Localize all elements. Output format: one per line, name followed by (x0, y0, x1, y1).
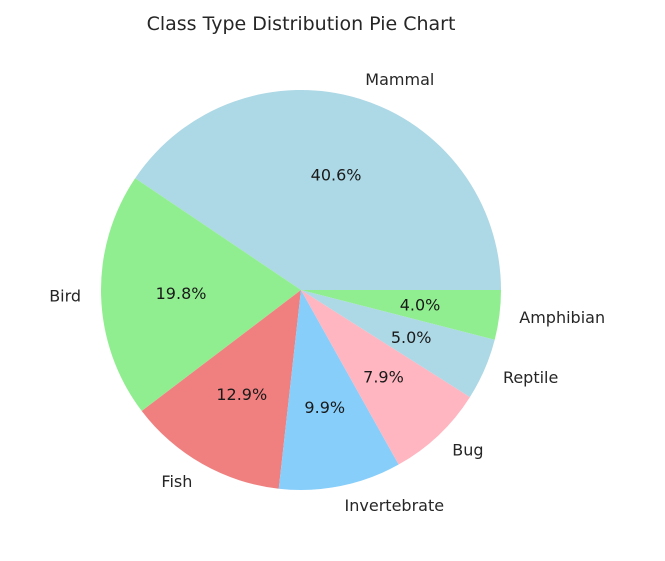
chart-title: Class Type Distribution Pie Chart (147, 13, 456, 35)
pie-slice-mammal (135, 90, 502, 291)
slice-pct-invertebrate: 9.9% (304, 398, 345, 417)
slice-pct-mammal: 40.6% (311, 166, 362, 185)
pie-slice-bug (301, 290, 470, 465)
pie-slices (101, 90, 502, 491)
slice-label-amphibian: Amphibian (519, 308, 605, 327)
pie-labels: Mammal 40.6% Bird 19.8% Fish 12.9% Invertebrat… (49, 70, 605, 515)
pie-slice-bird (101, 178, 302, 411)
slice-label-invertebrate: Invertebrate (345, 496, 445, 515)
slice-label-mammal: Mammal (365, 70, 434, 89)
slice-label-reptile: Reptile (503, 368, 558, 387)
slice-pct-reptile: 5.0% (391, 328, 432, 347)
pie-slice-fish (141, 290, 301, 489)
pie-slice-reptile (301, 290, 495, 398)
slice-pct-amphibian: 4.0% (400, 296, 441, 315)
slice-label-bug: Bug (452, 440, 483, 459)
pie-slice-amphibian (301, 290, 502, 340)
slice-pct-bug: 7.9% (363, 368, 404, 387)
slice-pct-bird: 19.8% (156, 284, 207, 303)
slice-pct-fish: 12.9% (216, 385, 267, 404)
slice-label-bird: Bird (49, 287, 81, 306)
pie-slice-invertebrate (278, 290, 399, 491)
slice-label-fish: Fish (161, 472, 192, 491)
